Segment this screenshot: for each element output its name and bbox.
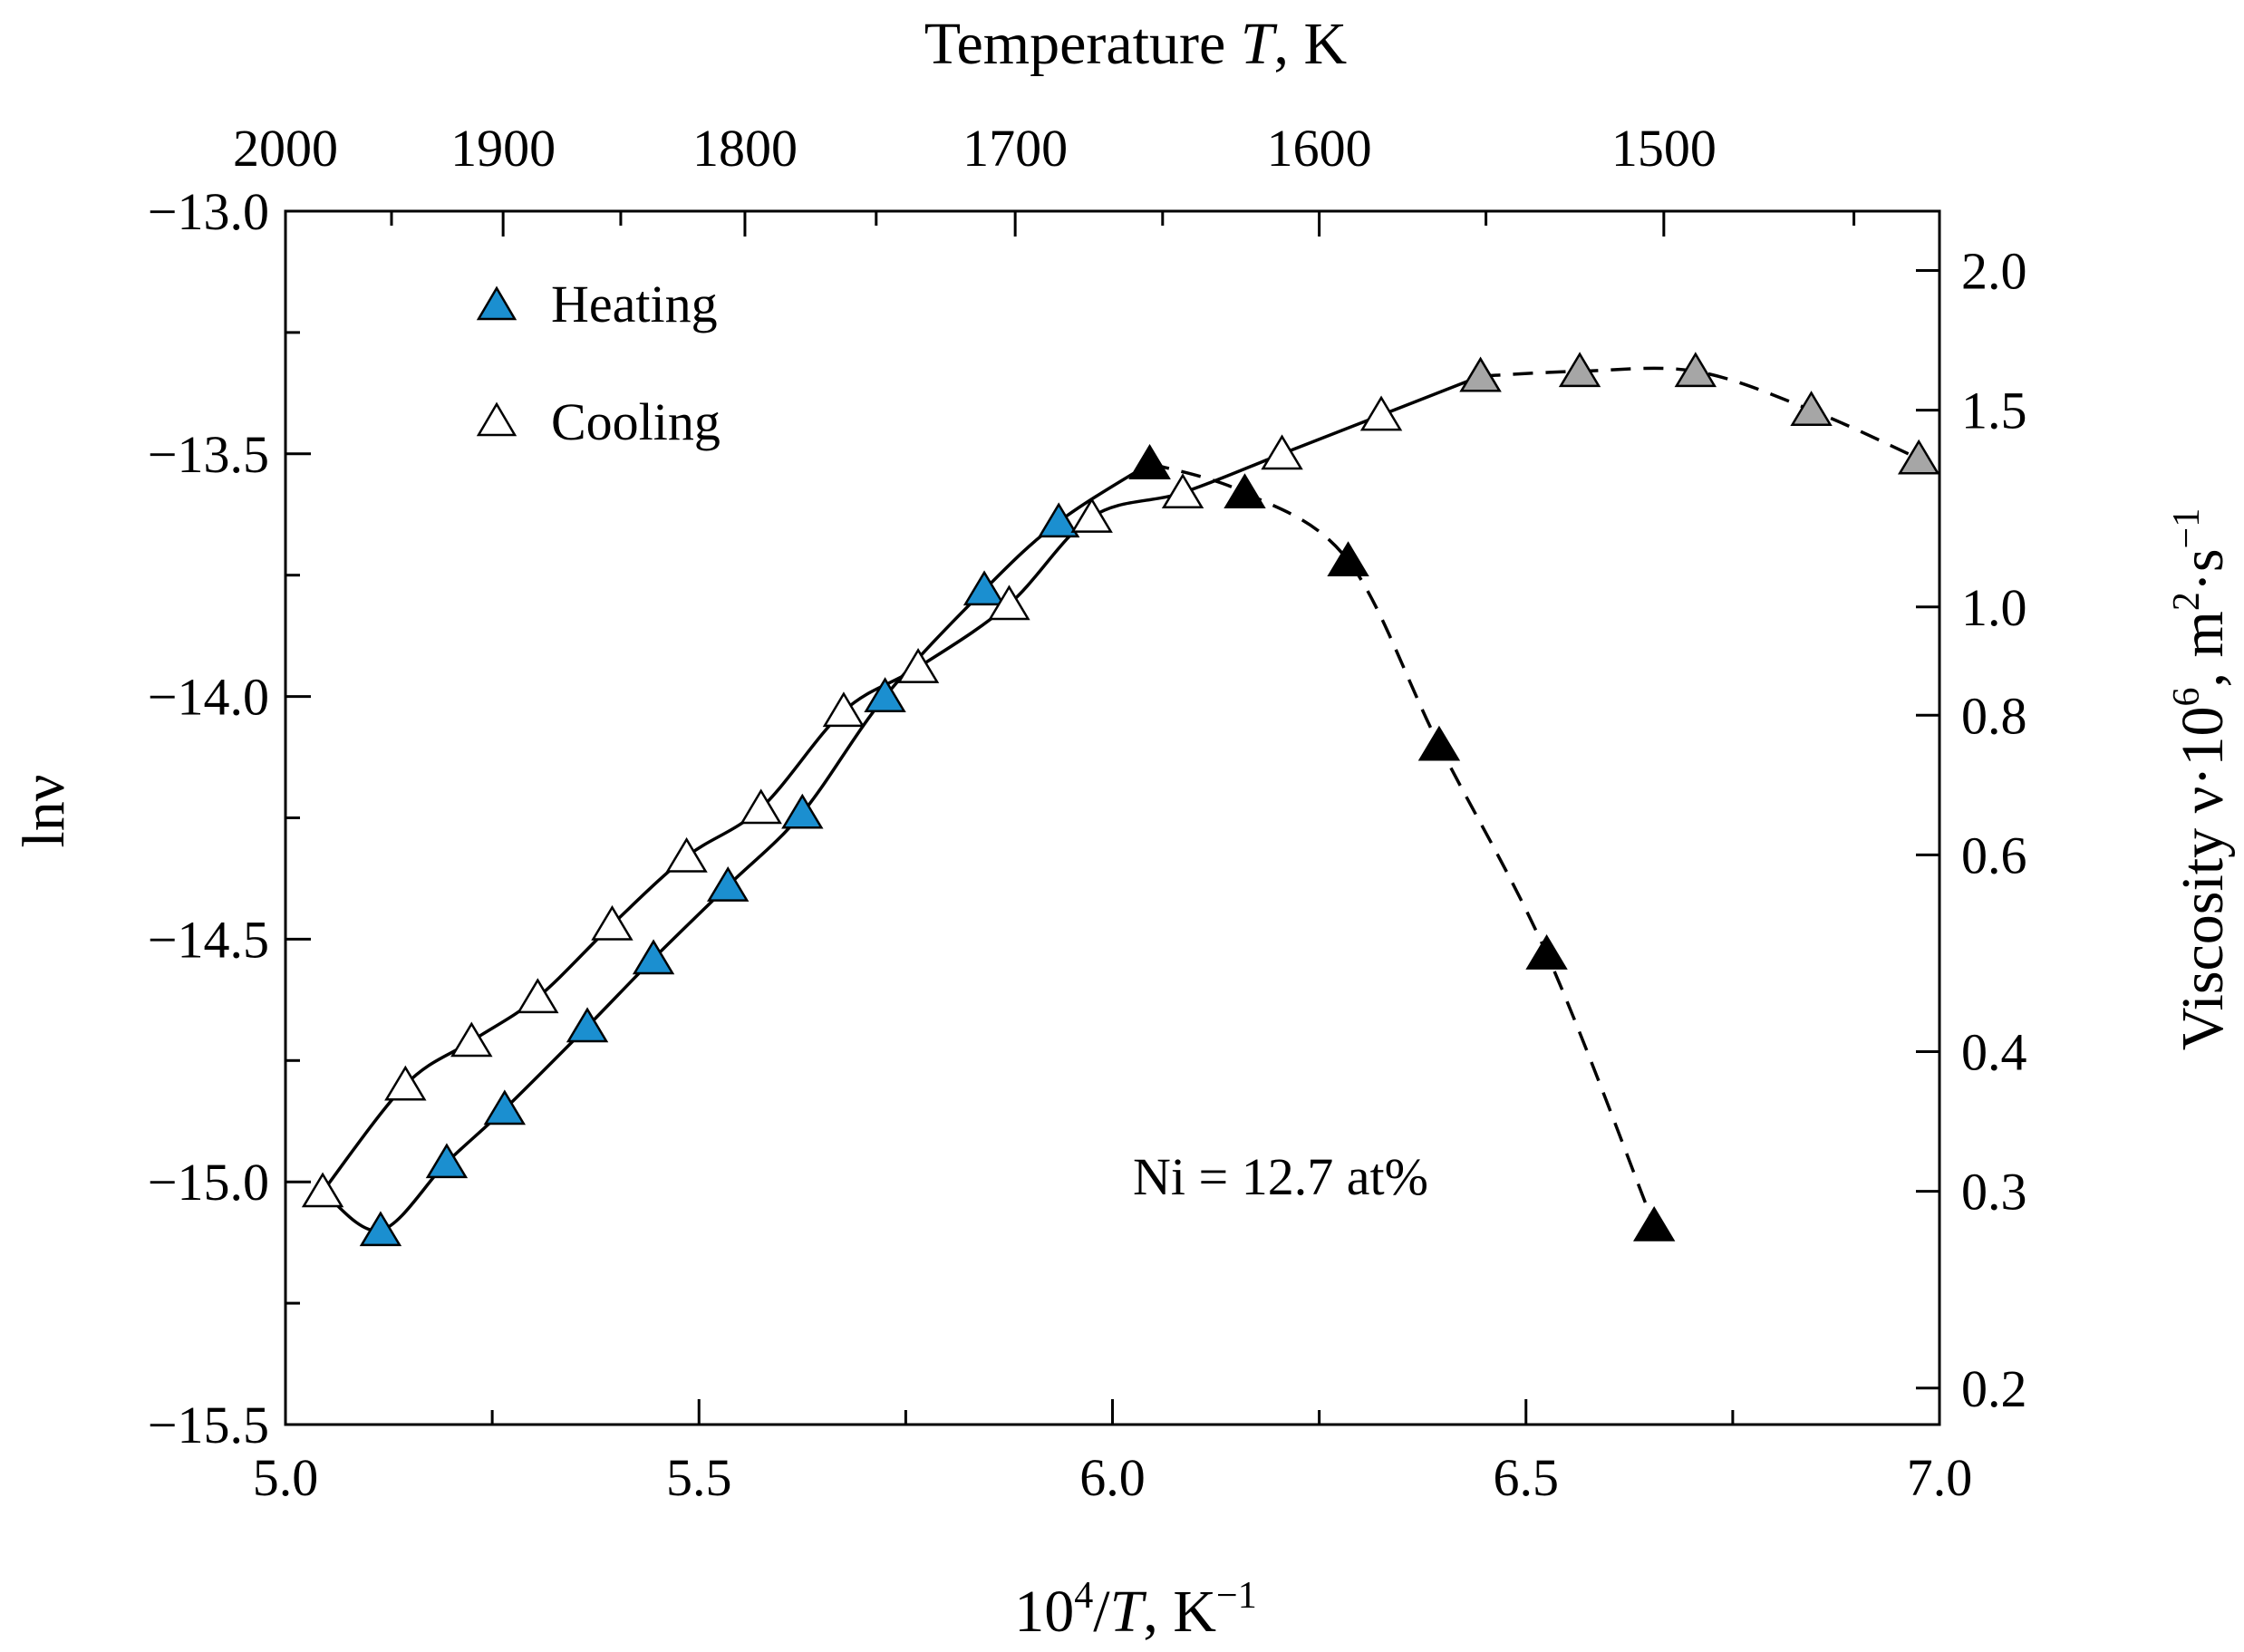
data-point-extrapolated-gray bbox=[1459, 356, 1502, 392]
data-point-heating bbox=[632, 939, 675, 975]
data-point-heating bbox=[359, 1211, 402, 1247]
y-tick-label: −14.0 bbox=[148, 668, 269, 727]
top-tick-label: 1600 bbox=[1267, 119, 1372, 178]
top-tick-label: 2000 bbox=[233, 119, 338, 178]
data-point-cooling bbox=[1161, 473, 1204, 509]
series-line-extrapolated-black bbox=[1149, 461, 1656, 1227]
legend-cooling-marker bbox=[476, 401, 517, 437]
right-tick-label: 0.3 bbox=[1961, 1163, 2027, 1222]
legend-heating-label: Heating bbox=[551, 275, 718, 333]
x-axis-title: 104/T, K−1 bbox=[1014, 1575, 1256, 1645]
data-point-heating bbox=[483, 1089, 527, 1125]
x-tick-label: 7.0 bbox=[1907, 1448, 1973, 1507]
right-tick-label: 0.2 bbox=[1961, 1359, 2027, 1418]
data-point-cooling bbox=[896, 648, 940, 683]
x-tick-label: 6.5 bbox=[1494, 1448, 1560, 1507]
top-tick-label: 1800 bbox=[692, 119, 798, 178]
y-tick-label: −14.5 bbox=[148, 910, 269, 969]
y-axis-title: lnν bbox=[11, 774, 77, 847]
markers-layer bbox=[301, 352, 1940, 1247]
top-axis-title: Temperature T, K bbox=[924, 11, 1347, 77]
data-point-cooling bbox=[740, 788, 782, 825]
right-tick-label: 1.5 bbox=[1961, 382, 2027, 440]
data-point-cooling bbox=[450, 1021, 493, 1058]
top-tick-label: 1700 bbox=[962, 119, 1068, 178]
data-point-heating bbox=[425, 1143, 469, 1179]
data-point-cooling bbox=[1261, 434, 1303, 470]
right-tick-label: 0.4 bbox=[1961, 1023, 2027, 1082]
data-point-cooling bbox=[1070, 497, 1113, 533]
data-point-cooling bbox=[384, 1065, 427, 1101]
data-point-extrapolated-black bbox=[1525, 934, 1568, 970]
right-axis-title: Viscosity ν·106, m2·s−1 bbox=[2166, 508, 2236, 1050]
data-point-extrapolated-black bbox=[1128, 444, 1171, 479]
y-tick-label: −15.0 bbox=[148, 1153, 269, 1212]
right-tick-label: 2.0 bbox=[1961, 242, 2027, 301]
x-tick-label: 5.0 bbox=[253, 1448, 319, 1507]
data-point-extrapolated-gray bbox=[1790, 391, 1833, 426]
data-point-heating bbox=[962, 570, 1006, 606]
data-point-extrapolated-gray bbox=[1558, 352, 1601, 388]
data-point-extrapolated-black bbox=[1224, 473, 1266, 509]
data-point-cooling bbox=[665, 836, 708, 873]
data-point-heating bbox=[706, 866, 750, 902]
data-point-extrapolated-black bbox=[1327, 541, 1369, 577]
data-point-extrapolated-gray bbox=[1897, 439, 1940, 475]
series-line-heating bbox=[322, 462, 1151, 1232]
data-point-cooling bbox=[988, 584, 1030, 621]
data-point-cooling bbox=[591, 904, 634, 941]
legend-cooling-label: Cooling bbox=[551, 392, 721, 451]
axes-layer: 5.0 5.5 6.0 6.5 7.0 −13.0 −13.5 −14.0 −14.5 −15.0… bbox=[148, 119, 2027, 1507]
top-tick-label: 1900 bbox=[450, 119, 556, 178]
x-tick-label: 6.0 bbox=[1079, 1448, 1146, 1507]
data-point-heating bbox=[1037, 502, 1080, 538]
data-point-extrapolated-black bbox=[1417, 725, 1461, 761]
data-point-cooling bbox=[301, 1172, 344, 1208]
legend-heating-marker bbox=[476, 285, 517, 321]
right-tick-label: 0.6 bbox=[1961, 826, 2027, 884]
legend: Heating Cooling bbox=[476, 275, 721, 451]
series-line-cooling bbox=[321, 374, 1482, 1193]
data-point-heating bbox=[566, 1007, 609, 1043]
x-tick-label: 5.5 bbox=[666, 1448, 732, 1507]
y-tick-label: −13.0 bbox=[148, 182, 269, 241]
data-point-extrapolated-gray bbox=[1674, 352, 1717, 388]
data-point-cooling bbox=[1359, 395, 1403, 431]
plot-frame bbox=[284, 209, 1941, 1426]
data-point-heating bbox=[864, 677, 906, 712]
data-point-cooling bbox=[822, 691, 866, 728]
top-tick-label: 1500 bbox=[1611, 119, 1717, 178]
data-point-extrapolated-black bbox=[1632, 1205, 1676, 1241]
annotation: Ni = 12.7 at% bbox=[1133, 1147, 1428, 1206]
right-tick-label: 1.0 bbox=[1961, 578, 2027, 637]
y-tick-label: −13.5 bbox=[148, 425, 269, 484]
y-tick-label: −15.5 bbox=[148, 1396, 269, 1454]
data-point-heating bbox=[781, 793, 824, 829]
right-tick-label: 0.8 bbox=[1961, 686, 2027, 745]
data-point-cooling bbox=[517, 978, 559, 1014]
lines-layer bbox=[321, 366, 1920, 1232]
